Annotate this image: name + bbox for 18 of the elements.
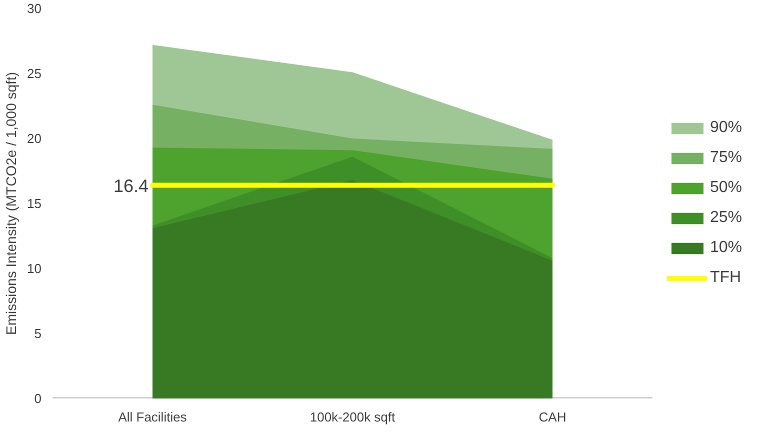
y-tick-label: 5 xyxy=(34,326,42,341)
y-axis-title: Emissions Intensity (MTCO2e / 1,000 sqft) xyxy=(3,72,20,335)
y-tick-label: 10 xyxy=(27,261,42,276)
annotation: 16.4 xyxy=(113,176,149,196)
x-tick-label: All Facilities xyxy=(118,410,188,424)
legend-label: 25% xyxy=(710,209,742,227)
y-tick-label: 25 xyxy=(27,66,42,81)
legend-label: 75% xyxy=(710,149,742,167)
legend-label: 90% xyxy=(710,119,742,137)
legend-label: 10% xyxy=(710,239,742,257)
y-tick-label: 0 xyxy=(34,391,42,406)
y-tick-label: 20 xyxy=(27,131,42,146)
legend-label: 50% xyxy=(710,179,742,197)
x-tick-label: 100k-200k sqft xyxy=(310,410,396,424)
legend-label: TFH xyxy=(710,269,742,287)
x-tick-label: CAH xyxy=(538,410,566,424)
y-tick-label: 30 xyxy=(27,1,42,16)
y-tick-label: 15 xyxy=(27,196,42,211)
